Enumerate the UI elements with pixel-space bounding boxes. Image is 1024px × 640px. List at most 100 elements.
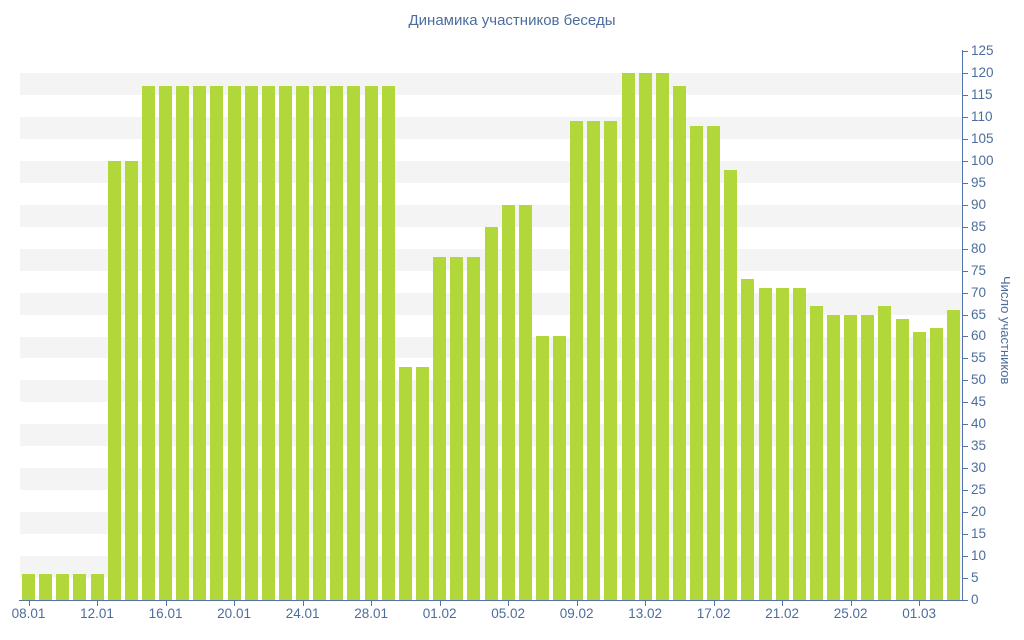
bar-20.01[interactable] — [227, 86, 241, 600]
bar-09.02[interactable] — [570, 121, 584, 600]
y-tick-label: 85 — [971, 218, 987, 234]
x-axis-line — [19, 600, 964, 601]
bar-10.02[interactable] — [587, 121, 601, 600]
bar-23.01[interactable] — [278, 86, 292, 600]
bar-12.02[interactable] — [621, 72, 635, 600]
bar-02.02[interactable] — [450, 257, 464, 600]
bar-09.01[interactable] — [39, 573, 53, 600]
x-tick-label: 28.01 — [354, 606, 388, 621]
bar-26.02[interactable] — [861, 314, 875, 600]
y-tick-label: 0 — [971, 592, 979, 607]
y-axis-title: Число участников — [998, 276, 1013, 385]
bar-16.02[interactable] — [690, 125, 704, 600]
bar-08.02[interactable] — [553, 336, 566, 600]
x-tick-mark — [371, 601, 373, 606]
y-tick-mark — [962, 556, 968, 558]
y-tick-label: 40 — [971, 416, 987, 432]
y-tick-label: 60 — [971, 328, 987, 344]
bar-04.02[interactable] — [484, 226, 498, 600]
y-tick-label: 10 — [971, 548, 987, 564]
bar-03.02[interactable] — [467, 257, 481, 600]
bar-27.02[interactable] — [878, 305, 892, 600]
bar-28.02[interactable] — [895, 318, 909, 600]
y-tick-label: 80 — [971, 240, 987, 256]
bar-23.02[interactable] — [809, 305, 823, 600]
y-tick-label: 75 — [971, 262, 987, 278]
bar-22.01[interactable] — [261, 86, 275, 600]
bar-11.01[interactable] — [73, 573, 87, 600]
x-tick-mark — [576, 601, 578, 606]
bar-25.02[interactable] — [844, 314, 858, 600]
bar-29.01[interactable] — [381, 86, 395, 600]
y-tick-label: 100 — [971, 152, 994, 168]
y-tick-mark — [962, 512, 968, 514]
x-tick-label: 16.01 — [148, 606, 183, 621]
bar-03.03[interactable] — [946, 310, 960, 600]
bar-24.01[interactable] — [296, 86, 310, 600]
y-tick-label: 15 — [971, 526, 987, 542]
bar-08.01[interactable] — [22, 573, 36, 600]
bar-18.01[interactable] — [193, 86, 207, 600]
bar-21.01[interactable] — [244, 86, 258, 600]
bar-27.01[interactable] — [347, 86, 361, 600]
y-axis-line — [962, 50, 963, 601]
y-tick-label: 120 — [971, 64, 994, 80]
x-tick-mark — [508, 601, 510, 606]
bar-26.01[interactable] — [330, 86, 344, 600]
x-tick-label: 12.01 — [80, 606, 114, 621]
y-tick-mark — [962, 600, 968, 601]
y-tick-mark — [962, 358, 968, 360]
y-tick-mark — [962, 402, 968, 404]
x-tick-mark — [439, 601, 441, 606]
y-tick-label: 110 — [971, 108, 993, 124]
bar-19.02[interactable] — [741, 279, 755, 600]
x-tick-mark — [782, 601, 784, 606]
bar-12.01[interactable] — [90, 573, 104, 600]
bar-13.01[interactable] — [107, 160, 121, 600]
bar-13.02[interactable] — [638, 72, 652, 600]
y-tick-mark — [962, 424, 968, 426]
bar-05.02[interactable] — [501, 204, 515, 600]
bar-28.01[interactable] — [364, 86, 378, 600]
y-tick-mark — [962, 292, 968, 294]
bar-14.01[interactable] — [124, 160, 138, 600]
x-tick-label: 21.02 — [765, 606, 800, 621]
bar-22.02[interactable] — [792, 288, 806, 600]
bar-17.02[interactable] — [707, 125, 721, 600]
bar-01.03[interactable] — [912, 332, 926, 600]
y-tick-label: 45 — [971, 394, 987, 410]
y-tick-label: 30 — [971, 460, 987, 476]
bar-11.02[interactable] — [604, 121, 618, 600]
bar-30.01[interactable] — [398, 367, 412, 600]
x-tick-mark — [919, 601, 921, 606]
bar-24.02[interactable] — [827, 314, 841, 600]
bar-17.01[interactable] — [176, 86, 190, 600]
bar-06.02[interactable] — [518, 204, 532, 600]
bar-15.02[interactable] — [672, 86, 686, 600]
x-tick-label: 25.02 — [833, 606, 868, 621]
y-tick-mark — [962, 204, 968, 206]
bar-19.01[interactable] — [210, 86, 224, 600]
y-tick-label: 55 — [971, 350, 987, 366]
y-tick-mark — [962, 578, 968, 580]
y-tick-mark — [962, 446, 968, 448]
bar-07.02[interactable] — [535, 336, 549, 600]
bar-21.02[interactable] — [775, 288, 789, 600]
bar-20.02[interactable] — [758, 288, 772, 600]
y-tick-mark — [962, 226, 968, 228]
bar-10.01[interactable] — [56, 573, 70, 600]
bar-31.01[interactable] — [415, 367, 429, 600]
y-tick-mark — [962, 336, 968, 338]
bar-02.03[interactable] — [929, 327, 943, 600]
y-tick-label: 50 — [971, 372, 987, 388]
y-tick-label: 35 — [971, 438, 987, 454]
bar-25.01[interactable] — [313, 86, 327, 600]
x-tick-mark — [713, 601, 715, 606]
bar-15.01[interactable] — [141, 86, 155, 600]
bar-18.02[interactable] — [724, 169, 738, 600]
bar-01.02[interactable] — [433, 257, 447, 600]
bar-16.01[interactable] — [159, 86, 173, 600]
bar-14.02[interactable] — [655, 72, 669, 600]
y-tick-label: 95 — [971, 174, 987, 190]
